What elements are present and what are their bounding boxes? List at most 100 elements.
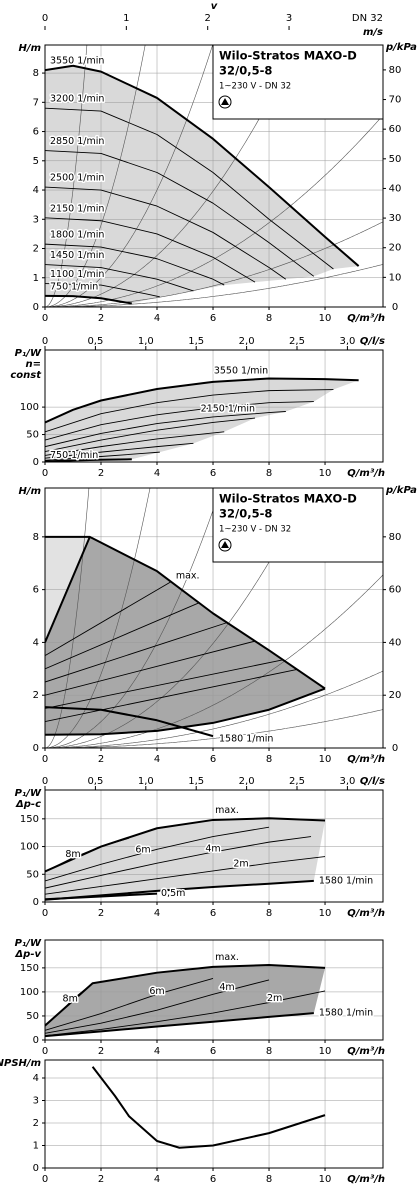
x-tick-label: 8 <box>266 1046 272 1057</box>
curve <box>45 581 172 656</box>
curve-label: 6m <box>135 845 150 856</box>
x-tick-label: 4 <box>154 754 160 765</box>
y-tick-label: 5 <box>33 156 39 167</box>
curve-label: 3550 1/min <box>214 366 268 377</box>
x-tick-label: 8 <box>266 1174 272 1185</box>
y-tick-label: 50 <box>26 1011 39 1022</box>
curve-label: 2150 1/min <box>50 203 104 214</box>
curve <box>45 990 326 1037</box>
curve <box>45 836 312 889</box>
x-axis-label: Q/m³/h <box>347 1174 385 1185</box>
x-tick-label: 6 <box>210 313 216 324</box>
curve <box>45 243 225 286</box>
top-tick-label: 1,5 <box>188 776 204 787</box>
curve <box>45 186 287 280</box>
curve-label: 3550 1/min <box>50 56 104 67</box>
y2-tick-label: 20 <box>389 690 402 701</box>
x-tick-label: 2 <box>98 754 104 765</box>
x-tick-label: 2 <box>98 1046 104 1057</box>
y-axis-label: H/m <box>19 486 41 497</box>
x-tick-label: 6 <box>210 754 216 765</box>
system-curve <box>45 488 311 748</box>
y-tick-label: 2 <box>33 690 39 701</box>
curve <box>45 431 225 456</box>
top-axis-note: DN 32 <box>352 13 383 24</box>
curve-label: 1100 1/min <box>50 269 104 280</box>
y-tick-label: 2 <box>33 1118 39 1129</box>
y-tick-label: 150 <box>20 963 39 974</box>
top-axis-unit: m/s <box>363 27 383 38</box>
system-curve <box>45 45 299 307</box>
y2-tick-label: 20 <box>389 243 402 254</box>
y-tick-label: 4 <box>33 1073 39 1084</box>
top-tick-label: 1,0 <box>138 336 154 347</box>
y-tick-label: 3 <box>33 214 39 225</box>
y-tick-label: 100 <box>20 842 39 853</box>
x-tick-label: 0 <box>42 313 48 324</box>
y2-tick-label: 0 <box>392 743 398 754</box>
top-tick-label: 1,5 <box>188 336 204 347</box>
top-axis-label: Q/l/s <box>360 776 385 787</box>
x-tick-label: 10 <box>319 468 332 479</box>
y-tick-label: 1 <box>33 1141 39 1152</box>
y2-tick-label: 60 <box>389 124 402 135</box>
x-tick-label: 4 <box>154 1174 160 1185</box>
y2-tick-label: 30 <box>389 213 402 224</box>
info-title: Wilo-Stratos MAXO-D <box>219 49 357 63</box>
curve-label: max. <box>215 805 239 816</box>
x-tick-label: 4 <box>154 908 160 919</box>
curve-label: 2850 1/min <box>50 136 104 147</box>
plot-frame <box>44 349 384 463</box>
curve <box>45 442 194 459</box>
x-tick-label: 4 <box>154 1046 160 1057</box>
y2-tick-label: 50 <box>389 154 402 165</box>
y-tick-label: 0 <box>33 1163 39 1174</box>
info-box <box>212 44 384 120</box>
curve-label: 1580 1/min <box>219 734 273 745</box>
top-tick-label: 3,0 <box>339 776 355 787</box>
top-axis-label: Q/l/s <box>360 336 385 347</box>
operating-range <box>45 378 359 462</box>
plot-area <box>45 790 383 902</box>
info-supply: 1~230 V - DN 32 <box>219 525 291 535</box>
system-curve <box>45 574 383 748</box>
curve <box>45 283 160 298</box>
x-tick-label: 10 <box>319 908 332 919</box>
x-tick-label: 8 <box>266 754 272 765</box>
top-tick-label: 0,5 <box>87 336 103 347</box>
operating-range <box>45 536 326 735</box>
x-tick-label: 2 <box>98 313 104 324</box>
x-tick-label: 0 <box>42 1174 48 1185</box>
curve-label: 2150 1/min <box>201 404 255 415</box>
x-tick-label: 6 <box>210 908 216 919</box>
info-icon-triangle <box>221 541 229 548</box>
y-tick-label: 0 <box>33 457 39 468</box>
y-axis-label: const <box>10 370 42 381</box>
y-tick-label: 0 <box>33 743 39 754</box>
y-tick-label: 0 <box>33 302 39 313</box>
curve-label: 4m <box>205 844 220 855</box>
y-tick-label: 3 <box>33 1096 39 1107</box>
system-curve <box>45 670 383 748</box>
curve-label: 1580 1/min <box>319 875 373 886</box>
plot-area <box>45 940 383 1040</box>
top-tick-label: 2 <box>205 13 211 24</box>
curve <box>45 706 214 738</box>
curve <box>45 622 228 683</box>
y-tick-label: 6 <box>33 127 39 138</box>
x-axis-label: Q/m³/h <box>347 754 385 765</box>
curve-label: max. <box>215 952 239 963</box>
y-tick-label: 8 <box>33 68 39 79</box>
curve-label: 1800 1/min <box>50 230 104 241</box>
y-tick-label: 50 <box>26 430 39 441</box>
curve-label: 8m <box>65 849 80 860</box>
y-tick-label: 50 <box>26 869 39 880</box>
plot-area <box>45 1060 383 1168</box>
y-axis-label: NPSH/m <box>0 1058 41 1069</box>
curve-label: 0,5m <box>161 888 185 899</box>
x-tick-label: 6 <box>210 1174 216 1185</box>
top-tick-label: 3 <box>286 13 292 24</box>
curve <box>45 535 326 690</box>
curve <box>45 982 93 1026</box>
x-tick-label: 2 <box>98 468 104 479</box>
